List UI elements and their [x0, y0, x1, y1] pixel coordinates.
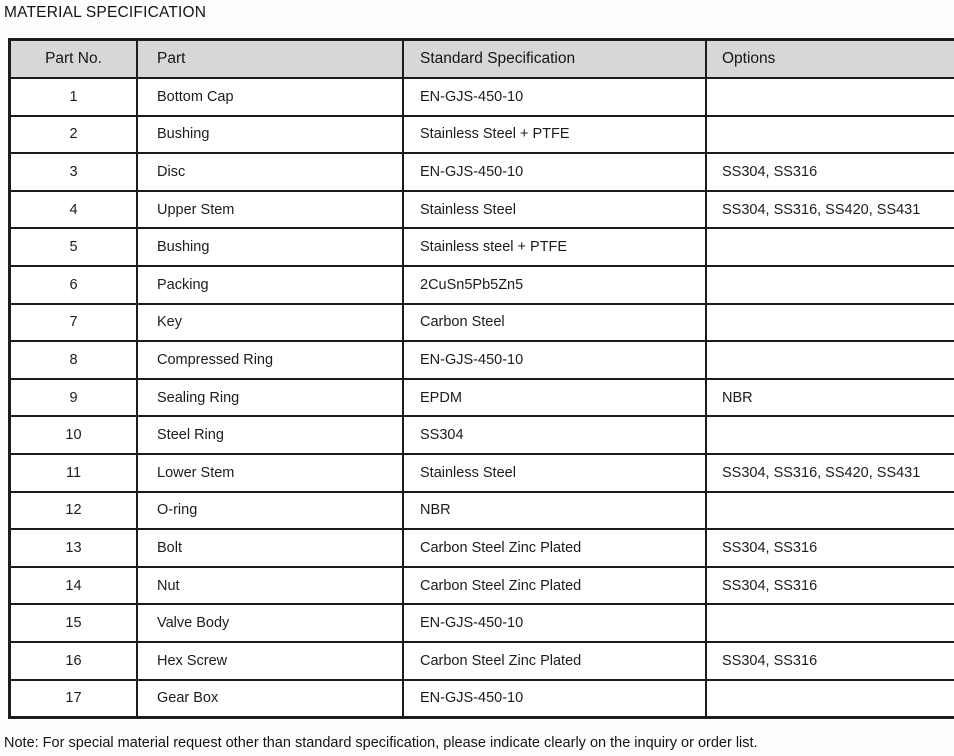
footnote: Note: For special material request other… [4, 735, 758, 751]
cell-part-no: 6 [8, 264, 138, 305]
cell-part: Compressed Ring [136, 340, 404, 380]
table-body: 1 Bottom Cap EN-GJS-450-10 2 Bushing Stainles… [8, 77, 954, 719]
cell-options: SS304, SS316, SS420, SS431 [705, 452, 954, 493]
cell-options [705, 114, 954, 155]
cell-part: Bolt [136, 528, 404, 568]
cell-standard-specification: EN-GJS-450-10 [402, 340, 707, 380]
cell-standard-specification: EN-GJS-450-10 [402, 678, 707, 719]
cell-part-no: 9 [8, 377, 138, 418]
page-title: MATERIAL SPECIFICATION [4, 4, 207, 21]
table-row: 9 Sealing Ring EPDM NBR [8, 377, 954, 418]
table-header: Part No. Part Standard Specification Opt… [8, 38, 954, 79]
cell-options: SS304, SS316 [705, 152, 954, 192]
material-spec-table: Part No. Part Standard Specification Opt… [8, 38, 954, 720]
table-row: 14 Nut Carbon Steel Zinc Plated SS304, SS31… [8, 565, 954, 606]
cell-standard-specification: Stainless steel + PTFE [402, 227, 707, 267]
cell-part: Nut [136, 565, 404, 606]
cell-part-no: 4 [8, 189, 138, 230]
cell-part: O-ring [136, 490, 404, 531]
cell-options: NBR [705, 377, 954, 418]
table-row: 13 Bolt Carbon Steel Zinc Plated SS304, SS3… [8, 528, 954, 568]
table-row: 15 Valve Body EN-GJS-450-10 [8, 603, 954, 643]
table-row: 8 Compressed Ring EN-GJS-450-10 [8, 340, 954, 380]
cell-part-no: 13 [8, 528, 138, 568]
table-row: 5 Bushing Stainless steel + PTFE [8, 227, 954, 267]
cell-options: SS304, SS316 [705, 640, 954, 681]
cell-part: Steel Ring [136, 415, 404, 455]
cell-standard-specification: EN-GJS-450-10 [402, 152, 707, 192]
cell-part-no: 10 [8, 415, 138, 455]
cell-options: SS304, SS316 [705, 565, 954, 606]
cell-part: Bottom Cap [136, 77, 404, 117]
cell-options [705, 340, 954, 380]
table-row: 11 Lower Stem Stainless Steel SS304, SS316,… [8, 452, 954, 493]
cell-part: Bushing [136, 227, 404, 267]
cell-part-no: 8 [8, 340, 138, 380]
cell-options [705, 264, 954, 305]
table-row: 17 Gear Box EN-GJS-450-10 [8, 678, 954, 719]
cell-options [705, 678, 954, 719]
column-header-part: Part [136, 38, 404, 79]
cell-standard-specification: EN-GJS-450-10 [402, 603, 707, 643]
cell-options [705, 77, 954, 117]
table-row: 7 Key Carbon Steel [8, 302, 954, 343]
cell-options [705, 227, 954, 267]
cell-options: SS304, SS316 [705, 528, 954, 568]
cell-standard-specification: Carbon Steel [402, 302, 707, 343]
cell-standard-specification: EN-GJS-450-10 [402, 77, 707, 117]
cell-standard-specification: EPDM [402, 377, 707, 418]
table-row: 6 Packing 2CuSn5Pb5Zn5 [8, 264, 954, 305]
table-header-row: Part No. Part Standard Specification Opt… [8, 38, 954, 79]
cell-part: Disc [136, 152, 404, 192]
cell-part-no: 12 [8, 490, 138, 531]
cell-standard-specification: 2CuSn5Pb5Zn5 [402, 264, 707, 305]
cell-part: Upper Stem [136, 189, 404, 230]
table-row: 2 Bushing Stainless Steel + PTFE [8, 114, 954, 155]
cell-standard-specification: Carbon Steel Zinc Plated [402, 565, 707, 606]
column-header-standard-specification: Standard Specification [402, 38, 707, 79]
cell-part: Key [136, 302, 404, 343]
column-header-part-no: Part No. [8, 38, 138, 79]
cell-part-no: 15 [8, 603, 138, 643]
cell-standard-specification: Carbon Steel Zinc Plated [402, 640, 707, 681]
cell-standard-specification: Stainless Steel [402, 452, 707, 493]
cell-standard-specification: SS304 [402, 415, 707, 455]
table-row: 16 Hex Screw Carbon Steel Zinc Plated SS304… [8, 640, 954, 681]
cell-part: Valve Body [136, 603, 404, 643]
cell-part-no: 14 [8, 565, 138, 606]
table-row: 4 Upper Stem Stainless Steel SS304, SS316, … [8, 189, 954, 230]
cell-part-no: 11 [8, 452, 138, 493]
cell-part-no: 5 [8, 227, 138, 267]
cell-part: Sealing Ring [136, 377, 404, 418]
column-header-options: Options [705, 38, 954, 79]
cell-part-no: 7 [8, 302, 138, 343]
cell-standard-specification: NBR [402, 490, 707, 531]
cell-options: SS304, SS316, SS420, SS431 [705, 189, 954, 230]
cell-part-no: 16 [8, 640, 138, 681]
cell-options [705, 302, 954, 343]
table-row: 10 Steel Ring SS304 [8, 415, 954, 455]
table-row: 12 O-ring NBR [8, 490, 954, 531]
cell-options [705, 490, 954, 531]
cell-options [705, 415, 954, 455]
cell-part: Gear Box [136, 678, 404, 719]
cell-standard-specification: Stainless Steel [402, 189, 707, 230]
cell-part: Hex Screw [136, 640, 404, 681]
cell-standard-specification: Carbon Steel Zinc Plated [402, 528, 707, 568]
cell-part-no: 17 [8, 678, 138, 719]
table-row: 3 Disc EN-GJS-450-10 SS304, SS316 [8, 152, 954, 192]
cell-standard-specification: Stainless Steel + PTFE [402, 114, 707, 155]
table-row: 1 Bottom Cap EN-GJS-450-10 [8, 77, 954, 117]
cell-part-no: 2 [8, 114, 138, 155]
cell-part-no: 3 [8, 152, 138, 192]
cell-part: Bushing [136, 114, 404, 155]
cell-options [705, 603, 954, 643]
cell-part-no: 1 [8, 77, 138, 117]
cell-part: Lower Stem [136, 452, 404, 493]
cell-part: Packing [136, 264, 404, 305]
